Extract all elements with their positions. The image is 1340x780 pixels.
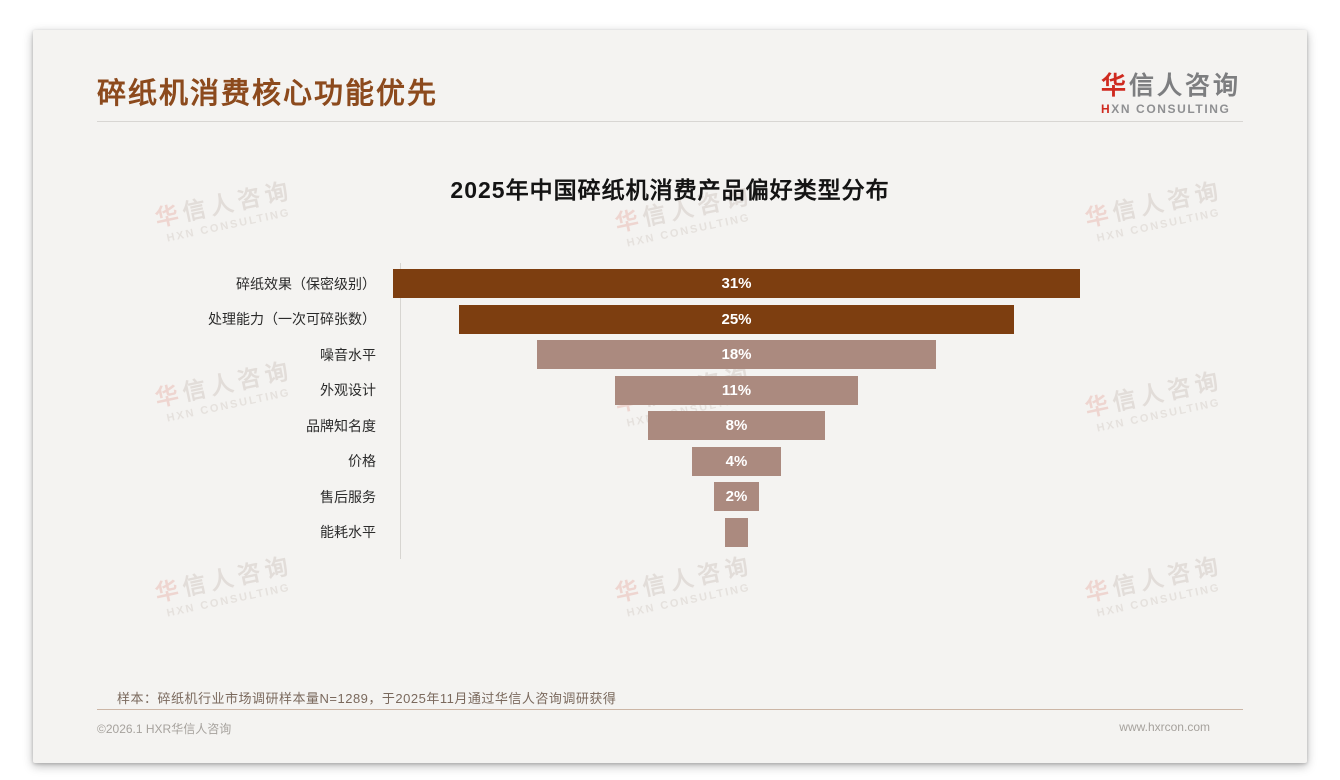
value-label: 25% (721, 310, 752, 328)
category-label: 外观设计 (320, 382, 376, 399)
funnel-track: 2% (384, 482, 1307, 512)
funnel-bar (393, 269, 1080, 299)
chart-title: 2025年中国碎纸机消费产品偏好类型分布 (450, 177, 890, 203)
value-label: 18% (721, 346, 752, 364)
funnel-track: 11% (384, 375, 1307, 405)
funnel-row: 处理能力（一次可碎张数） 25% (33, 302, 1307, 338)
page-title: 碎纸机消费核心功能优先 (97, 78, 439, 110)
logo-en-rest: XN CONSULTING (1111, 102, 1231, 116)
funnel-rows: 碎纸效果（保密级别） 31% 处理能力（一次可碎张数） 25% 噪音水平 18% 外观设计 1… (33, 266, 1307, 550)
logo-cn-accent: 华 (1100, 72, 1129, 100)
value-label: 11% (721, 381, 752, 399)
funnel-bar (692, 446, 781, 476)
funnel-row: 价格 4% (33, 444, 1307, 480)
funnel-bar (725, 517, 748, 547)
funnel-track: 25% (384, 304, 1307, 334)
company-logo: 华信人咨询 HXN CONSULTING (1101, 66, 1241, 116)
footer-divider (97, 709, 1243, 710)
logo-cn-text: 华信人咨询 (1101, 66, 1241, 102)
funnel-bar (647, 411, 826, 441)
funnel-row: 外观设计 11% (33, 373, 1307, 409)
footer-copyright: ©2026.1 HXR华信人咨询 (97, 722, 232, 736)
funnel-bar (459, 304, 1014, 334)
funnel-bar (614, 375, 859, 405)
category-label: 品牌知名度 (306, 417, 376, 434)
logo-cn-rest: 信人咨询 (1128, 72, 1241, 100)
footer-website: www.hxrcon.com (1119, 720, 1210, 734)
category-label: 价格 (348, 453, 376, 470)
value-label: 31% (721, 275, 752, 293)
funnel-row: 噪音水平 18% (33, 337, 1307, 373)
category-label: 碎纸效果（保密级别） (236, 275, 376, 292)
category-label: 处理能力（一次可碎张数） (208, 311, 376, 328)
header-divider (97, 121, 1243, 122)
funnel-bar (537, 340, 936, 370)
chart-axis-line (400, 263, 401, 559)
sample-footnote: 样本：碎纸机行业市场调研样本量N=1289，于2025年11月通过华信人咨询调研… (117, 691, 617, 706)
funnel-track: 8% (384, 411, 1307, 441)
funnel-row: 售后服务 2% (33, 479, 1307, 515)
funnel-bar (714, 482, 759, 512)
slide-content: 碎纸机消费核心功能优先 华信人咨询 HXN CONSULTING 2025年中国… (33, 30, 1307, 763)
category-label: 售后服务 (320, 488, 376, 505)
value-label: 2% (725, 488, 748, 506)
category-label: 噪音水平 (320, 346, 376, 363)
funnel-track: 4% (384, 446, 1307, 476)
value-label: 4% (725, 452, 748, 470)
logo-en-text: HXN CONSULTING (1101, 102, 1241, 116)
category-label: 能耗水平 (320, 524, 376, 541)
value-label: 8% (725, 417, 748, 435)
funnel-track: 31% (384, 269, 1307, 299)
logo-en-accent: H (1100, 102, 1112, 116)
funnel-row: 品牌知名度 8% (33, 408, 1307, 444)
funnel-row: 能耗水平 (33, 515, 1307, 551)
funnel-track (384, 517, 1307, 547)
funnel-track: 18% (384, 340, 1307, 370)
slide-card: 华信人咨询 HXN CONSULTING 华信人咨询 HXN CONSULTING 华信… (33, 30, 1307, 763)
funnel-row: 碎纸效果（保密级别） 31% (33, 266, 1307, 302)
